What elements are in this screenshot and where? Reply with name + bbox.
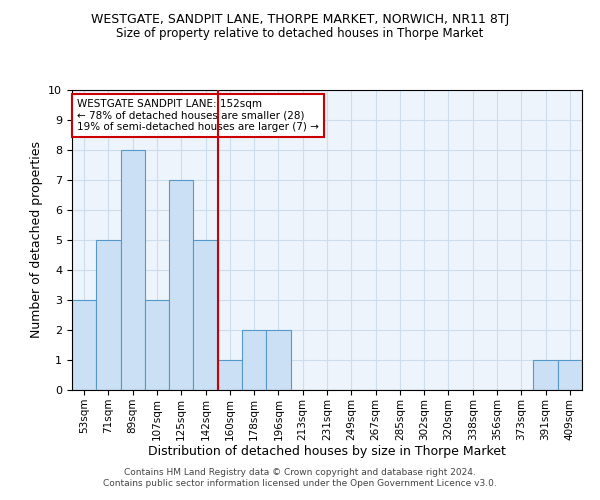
- Text: WESTGATE SANDPIT LANE: 152sqm
← 78% of detached houses are smaller (28)
19% of s: WESTGATE SANDPIT LANE: 152sqm ← 78% of d…: [77, 99, 319, 132]
- Bar: [145, 300, 169, 390]
- Text: Contains HM Land Registry data © Crown copyright and database right 2024.
Contai: Contains HM Land Registry data © Crown c…: [103, 468, 497, 487]
- Bar: [96, 240, 121, 390]
- Bar: [218, 360, 242, 390]
- X-axis label: Distribution of detached houses by size in Thorpe Market: Distribution of detached houses by size …: [148, 446, 506, 458]
- Text: Size of property relative to detached houses in Thorpe Market: Size of property relative to detached ho…: [116, 28, 484, 40]
- Bar: [558, 360, 582, 390]
- Bar: [72, 300, 96, 390]
- Bar: [169, 180, 193, 390]
- Text: WESTGATE, SANDPIT LANE, THORPE MARKET, NORWICH, NR11 8TJ: WESTGATE, SANDPIT LANE, THORPE MARKET, N…: [91, 12, 509, 26]
- Bar: [533, 360, 558, 390]
- Bar: [266, 330, 290, 390]
- Y-axis label: Number of detached properties: Number of detached properties: [30, 142, 43, 338]
- Bar: [121, 150, 145, 390]
- Bar: [193, 240, 218, 390]
- Bar: [242, 330, 266, 390]
